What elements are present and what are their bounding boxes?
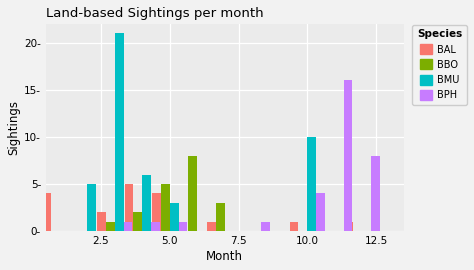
Legend: BAL, BBO, BMU, BPH: BAL, BBO, BMU, BPH: [412, 25, 467, 105]
Bar: [344, 80, 352, 231]
X-axis label: Month: Month: [206, 250, 243, 263]
Bar: [207, 222, 216, 231]
Bar: [125, 184, 134, 231]
Bar: [161, 184, 170, 231]
Bar: [170, 203, 179, 231]
Bar: [106, 222, 115, 231]
Bar: [290, 222, 299, 231]
Bar: [316, 193, 325, 231]
Bar: [261, 222, 270, 231]
Bar: [371, 156, 380, 231]
Bar: [152, 193, 161, 231]
Text: Land-based Sightings per month: Land-based Sightings per month: [46, 7, 264, 20]
Bar: [42, 193, 51, 231]
Bar: [179, 222, 187, 231]
Bar: [307, 137, 316, 231]
Bar: [142, 174, 151, 231]
Bar: [189, 156, 197, 231]
Bar: [134, 212, 142, 231]
Bar: [151, 222, 160, 231]
Y-axis label: Sightings: Sightings: [7, 100, 20, 155]
Bar: [124, 222, 132, 231]
Bar: [97, 212, 106, 231]
Bar: [345, 222, 354, 231]
Bar: [216, 203, 225, 231]
Bar: [87, 184, 96, 231]
Bar: [115, 33, 124, 231]
